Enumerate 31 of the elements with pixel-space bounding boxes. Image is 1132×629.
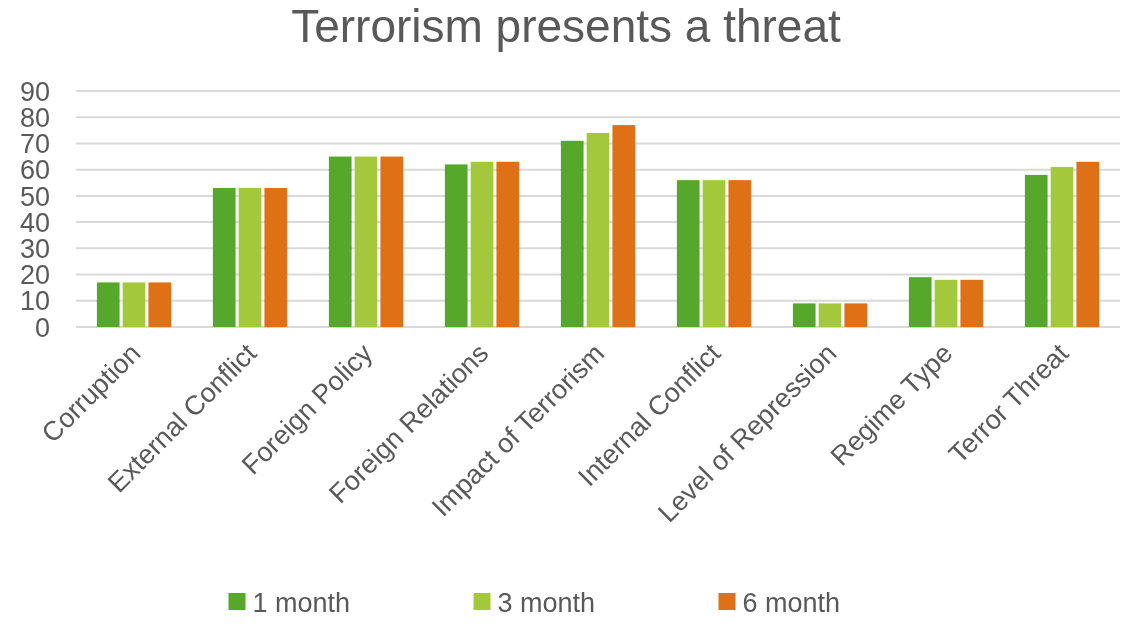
bar <box>264 188 288 327</box>
bar <box>934 279 958 327</box>
bar <box>238 188 262 327</box>
chart-title: Terrorism presents a threat <box>291 0 842 52</box>
bar <box>470 161 494 327</box>
bar <box>844 303 868 327</box>
bar <box>212 188 236 327</box>
bar <box>728 180 752 327</box>
bar <box>444 164 468 327</box>
bar <box>1024 174 1048 327</box>
bar <box>612 125 636 327</box>
bar <box>148 282 172 327</box>
bar <box>908 277 932 327</box>
bar <box>1076 161 1100 327</box>
bar <box>792 303 816 327</box>
bar <box>496 161 520 327</box>
legend-label: 1 month <box>252 588 351 618</box>
bar <box>676 180 700 327</box>
bar <box>702 180 726 327</box>
bar <box>96 282 120 327</box>
bar <box>122 282 146 327</box>
legend-label: 3 month <box>497 588 596 618</box>
bar <box>1050 167 1074 327</box>
bar <box>560 140 584 327</box>
bar <box>380 156 404 327</box>
bar <box>354 156 378 327</box>
bar <box>328 156 352 327</box>
legend-label: 6 month <box>742 588 841 618</box>
bar <box>960 279 984 327</box>
bar <box>818 303 842 327</box>
bar <box>586 132 610 327</box>
